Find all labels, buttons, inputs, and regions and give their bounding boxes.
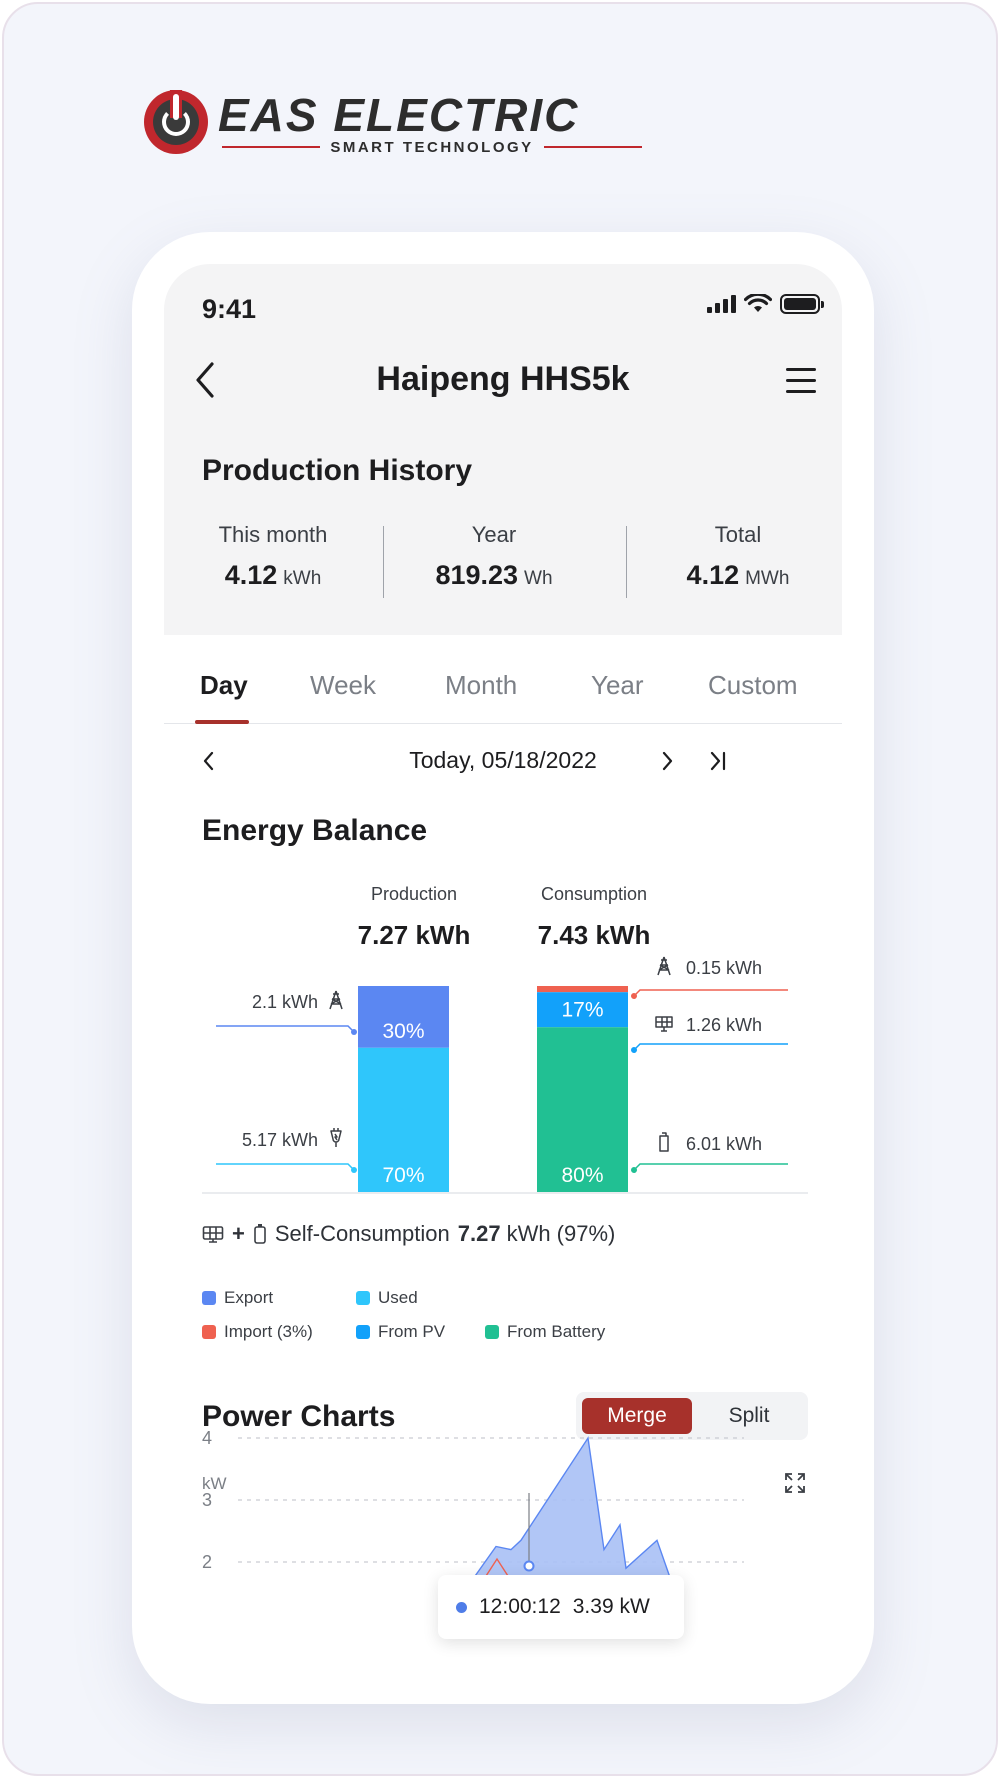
production-value: 7.27 kWh [357,920,471,950]
callout-dot [631,993,637,999]
callout-dot [351,1167,357,1173]
date-navigator: Today, 05/18/2022 [164,741,842,781]
legend-swatch [202,1291,216,1305]
consumption-value: 7.43 kWh [537,920,651,950]
production-stats: This month 4.12 kWh Year 819.23 Wh Total 4… [164,522,842,598]
import-series-line [485,1557,509,1577]
chart-mode-toggle: Merge Split [576,1392,808,1440]
callout-dot [631,1047,637,1053]
legend-swatch [356,1325,370,1339]
callout-value: 1.26 kWh [686,1015,762,1035]
battery-icon [780,294,824,314]
callout-dot [351,1029,357,1035]
legend-swatch [356,1291,370,1305]
solar-panel-icon [202,1226,224,1243]
power-chart: 4 3 2 [202,1428,744,1578]
status-icons [707,294,824,314]
merge-button[interactable]: Merge [582,1398,692,1434]
phone-frame: 9:41 Haipeng HHS5k [132,232,874,1704]
legend-import: Import (3%) [202,1322,313,1342]
menu-button[interactable] [786,368,816,394]
production-label: Production [370,884,458,904]
legend-used: Used [356,1288,418,1308]
area-line [473,1436,671,1578]
wifi-icon [744,294,772,312]
next-date-button[interactable] [658,749,676,773]
legend-from-battery: From Battery [485,1322,605,1342]
tab-week[interactable]: Week [310,670,376,700]
self-consumption-label: Self-Consumption [274,1221,450,1246]
brand-tagline: SMART TECHNOLOGY [330,138,534,156]
consumption-label: Consumption [540,884,648,904]
legend-export: Export [202,1288,273,1308]
header-panel: 9:41 Haipeng HHS5k [164,264,842,635]
callout-value: 0.15 kWh [686,958,762,978]
tab-month[interactable]: Month [445,670,518,700]
brand-logo: EAS ELECTRIC SMART TECHNOLOGY [144,88,644,160]
divider [626,526,627,598]
prev-date-button[interactable] [200,749,218,773]
signal-icon [707,295,736,313]
chart-tooltip: 12:00:12 3.39 kW [438,1575,684,1639]
tooltip-time: 12:00:12 [479,1595,561,1618]
stat-year: Year 819.23 Wh [435,522,553,590]
self-consumption-suffix: kWh (97%) [506,1221,616,1246]
bar-percent-label: 30% [382,1020,424,1043]
callout-value: 6.01 kWh [686,1134,762,1154]
self-consumption-row: + Self-Consumption 7.27 kWh (97%) [202,1221,615,1247]
stat-this-month: This month 4.12 kWh [218,522,328,590]
bar-segment-import- [537,986,628,993]
power-icon [144,90,208,154]
tooltip-value: 3.39 kW [572,1595,650,1618]
solar-panel-icon [655,1016,673,1032]
tab-custom[interactable]: Custom [708,670,798,700]
self-consumption-value: 7.27 [457,1221,501,1246]
y-tick-label: 4 [202,1428,212,1448]
legend-swatch [202,1325,216,1339]
bar-segment-export [358,986,449,1048]
area-fill [474,1438,670,1578]
bar-percent-label: 17% [561,999,603,1022]
active-tab-indicator [195,720,249,724]
tab-day[interactable]: Day [200,670,248,700]
y-tick-label: 2 [202,1552,212,1572]
tooltip-dot [456,1601,467,1613]
status-time: 9:41 [202,294,257,324]
bar-segment-used [358,1047,449,1192]
callout-dot [631,1167,637,1173]
legend-from-pv: From PV [356,1322,445,1342]
date-label: Today, 05/18/2022 [409,747,597,773]
app-screen: 9:41 Haipeng HHS5k [164,264,842,1674]
grid-tower-icon [657,956,671,976]
expand-icon[interactable] [784,1472,806,1494]
period-tabs: Day Week Month Year Custom [164,636,842,724]
crosshair-point [523,1560,535,1572]
energy-balance-title: Energy Balance [202,814,428,847]
stat-total: Total 4.12 MWh [686,522,790,590]
grid-tower-icon [329,990,343,1010]
power-charts-title: Power Charts [202,1400,396,1433]
y-tick-label: 3 [202,1490,212,1510]
battery-icon [659,1132,669,1152]
bar-segment-from-pv [537,992,628,1028]
brand-name: EAS ELECTRIC [218,89,580,141]
bar-percent-label: 80% [561,1164,603,1187]
tab-year[interactable]: Year [591,670,644,700]
callout-value: 5.17 kWh [242,1130,318,1150]
last-date-button[interactable] [706,749,730,773]
bar-segment-from-battery [537,1027,628,1192]
page-title: Haipeng HHS5k [376,360,630,398]
callout-value: 2.1 kWh [252,992,318,1012]
legend-swatch [485,1325,499,1339]
bar-percent-label: 70% [382,1164,424,1187]
back-button[interactable] [188,358,228,402]
production-history-title: Production History [202,454,473,487]
divider [383,526,384,598]
split-button[interactable]: Split [728,1404,770,1427]
energy-balance-chart: 30% 70% 17% 80% 2.1 kWh 5.17 kWh 0.15 kWh 1.26 … [202,956,808,1194]
y-axis-unit: kW [202,1474,227,1493]
plug-icon [330,1128,342,1147]
battery-icon [254,1224,266,1244]
